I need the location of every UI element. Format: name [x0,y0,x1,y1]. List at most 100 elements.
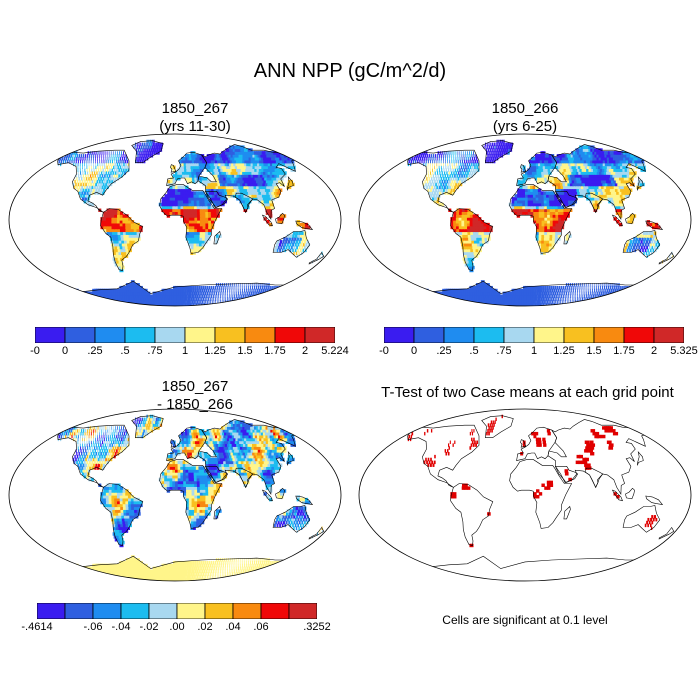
coastline-north-america [407,149,480,213]
coastline-japan [287,450,294,466]
coastline-arabia [554,190,579,208]
coastline-borneo [625,212,635,225]
colorbar-tick-label: 1.5 [237,345,253,357]
colorbar-swatch [64,327,96,343]
coastline-borneo [275,212,285,225]
colorbar-tick-label: .25 [87,345,103,357]
map-border [8,408,342,582]
significance-note: Cells are significant at 0.1 level [442,613,608,627]
coastline-arabia [554,465,579,483]
coastline-new-zealand [658,251,675,265]
coastline-africa [509,184,573,254]
colorbar-swatch [64,603,94,619]
coastline-north-america [57,149,130,213]
colorbar-tick-label: -.02 [139,621,159,633]
colorbar-swatch [384,327,415,343]
land-field [55,414,323,581]
colorbar-tick-label: .25 [436,345,452,357]
colorbar-swatch [503,327,535,343]
coastline-new-guinea [295,220,314,231]
colorbar-swatch [35,327,66,343]
colorbar-swatch [413,327,445,343]
coastline-new-guinea [295,495,314,506]
colorbar-tick-label: 2 [301,345,309,357]
colorbar-swatch [623,327,655,343]
coastline-australia [272,230,311,258]
colorbar-swatch [37,603,66,619]
colorbar-case1 [35,327,335,343]
colorbar-tick-label: 1.75 [613,345,635,357]
coastline-japan [637,175,644,191]
colorbar-tick-label: .02 [197,621,213,633]
coastline-north-america [407,424,480,488]
colorbar-swatch [260,603,290,619]
coastline-madagascar [563,505,571,520]
colorbar-tick-label: .75 [496,345,512,357]
panel-title-case2-line2: (yrs 6-25) [492,118,558,135]
panel-title-case1-line1: 1850_267 [161,100,229,117]
colorbar-tick-label: 0 [410,345,418,357]
colorbar-tick-label: .00 [169,621,185,633]
coastline-south-america [100,208,144,271]
coastline-japan [637,450,644,466]
colorbar-swatch [274,327,306,343]
coastline-india [584,192,604,214]
colorbar-case2 [384,327,684,343]
coastline-australia [622,505,661,533]
coastline-madagascar [563,230,571,245]
coastline-new-zealand [308,526,325,540]
coastline-new-zealand [308,251,325,265]
colorbar-tick-label: 1 [181,345,189,357]
panel-title-ttest: T-Test of two Case means at each grid po… [381,384,674,401]
colorbar-swatch [232,603,262,619]
colorbar-swatch [593,327,625,343]
coastline-africa [509,459,573,529]
coastline-south-america [100,483,144,546]
colorbar-tick-label: 1.25 [204,345,226,357]
colorbar-swatch [288,603,317,619]
coastline-sumatra [611,489,624,502]
coastline-sumatra [611,214,624,227]
coastline-south-america [450,483,494,546]
colorbar-tick-label: 2 [650,345,658,357]
colorbar-tick-label: .75 [147,345,163,357]
colorbar-tick-label: -0 [30,345,40,357]
colorbar-swatch [443,327,475,343]
coastline-madagascar [213,505,221,520]
map-border [8,133,342,307]
land-field [407,414,658,548]
colorbar-swatch [92,603,122,619]
colorbar-tick-label: 5.325 [670,345,698,357]
map-case1 [8,133,342,307]
coastline-australia [272,505,311,533]
colorbar-swatch [184,327,216,343]
coastline-india [584,467,604,489]
coastline-africa [159,184,223,254]
coastline-sumatra [261,489,274,502]
coastline-borneo [275,487,285,500]
map-case2 [358,133,692,307]
coastline-new-zealand [658,526,675,540]
map-border [358,408,692,582]
colorbar-swatch [154,327,186,343]
coastline-uk [520,164,527,173]
colorbar-swatch [214,327,246,343]
colorbar-tick-label: .06 [253,621,269,633]
colorbar-tick-label: 1.5 [586,345,602,357]
panel-title-case1: 1850_267 (yrs 11-30) [40,100,350,136]
colorbar-swatch [94,327,126,343]
map-border [358,133,692,307]
colorbar-tick-label: -.06 [83,621,103,633]
coastline-new-guinea [645,220,664,231]
colorbar-swatch [120,603,150,619]
coastline-asia [547,419,650,495]
colorbar-swatch [563,327,595,343]
coastline-greenland [481,140,514,164]
coastline-india [234,467,254,489]
colorbar-difference [37,603,317,619]
coastline-greenland [481,415,514,439]
coastline-japan [287,175,294,191]
coastline-india [234,192,254,214]
coastline-sumatra [261,214,274,227]
coastline-uk [520,439,527,448]
